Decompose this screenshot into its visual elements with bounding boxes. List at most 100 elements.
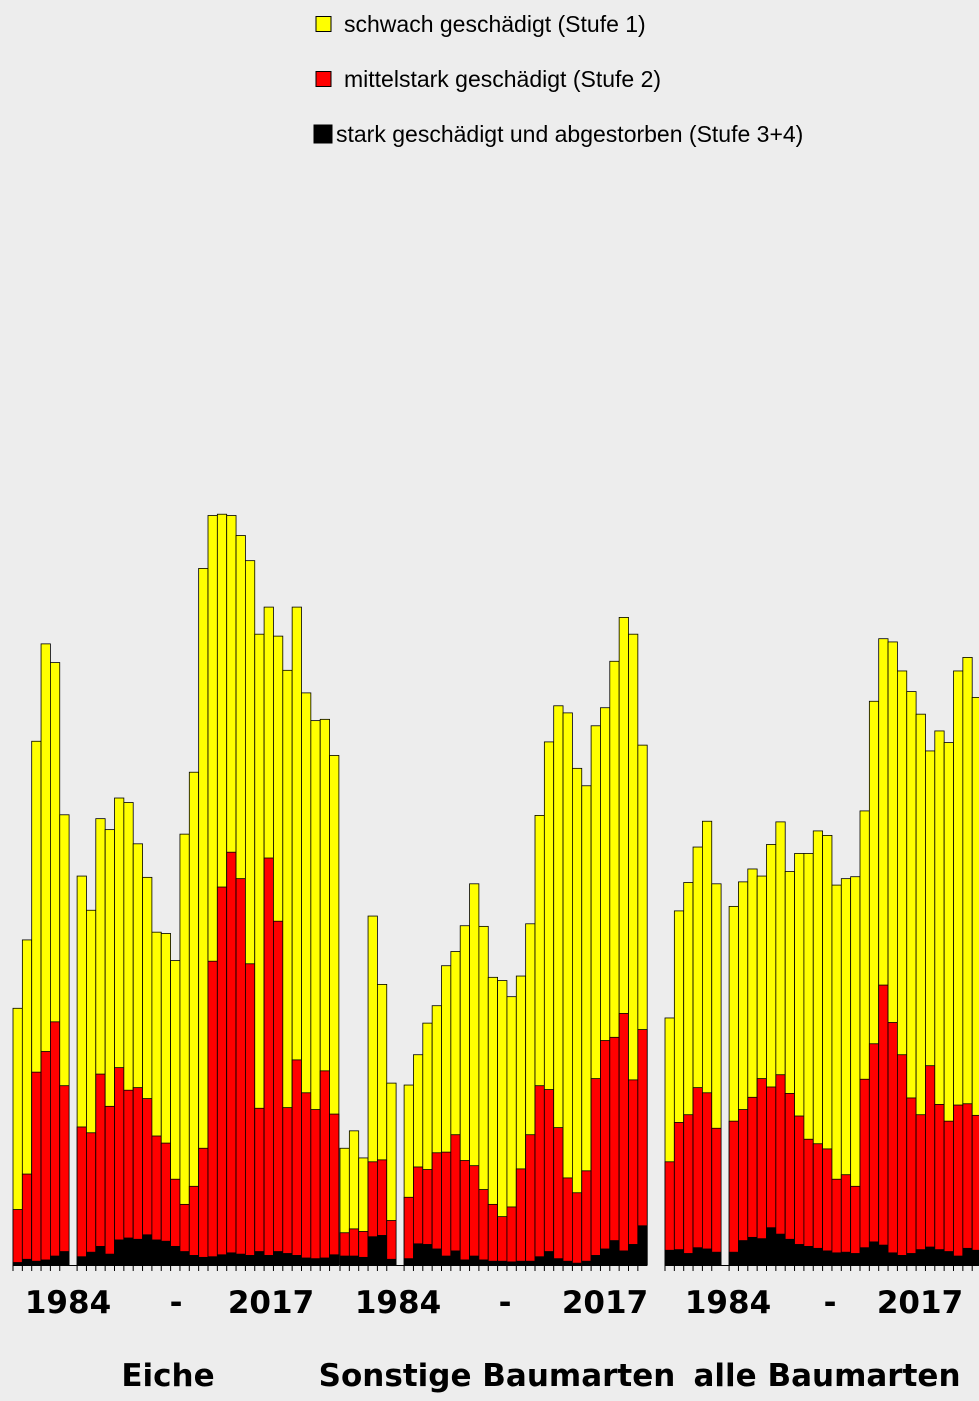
bar-stufe2-2-0-4	[702, 1092, 713, 1266]
bar-stufe2-2-1-23	[943, 1120, 954, 1266]
bar-stufe34-2-1-20	[915, 1249, 926, 1266]
legend-label-3: stark geschädigt und abgestorben (Stufe …	[336, 121, 803, 147]
bar-stufe2-1-1-13	[525, 1134, 536, 1266]
bar-stufe34-0-1-18	[245, 1255, 256, 1266]
bar-stufe34-0-1-22	[282, 1253, 293, 1266]
bar-stufe34-0-0-3	[40, 1259, 51, 1266]
legend-swatch-2	[315, 71, 332, 87]
bar-stufe2-0-1-27	[329, 1113, 340, 1266]
bar-stufe2-0-1-22	[282, 1107, 293, 1266]
bar-stufe2-2-1-25	[962, 1103, 973, 1266]
bar-stufe34-1-1-15	[544, 1251, 554, 1266]
bar-stufe2-1-1-23	[618, 1013, 629, 1266]
legend-label-1: schwach geschädigt (Stufe 1)	[344, 11, 646, 37]
bar-stufe34-0-1-5	[123, 1237, 134, 1266]
tick-label-1-3: 2017	[228, 1285, 314, 1321]
bar-stufe34-2-1-9	[812, 1247, 823, 1266]
legend-swatch-3	[313, 124, 333, 144]
bar-stufe2-0-1-18	[244, 963, 256, 1266]
bar-stufe34-0-1-21	[273, 1251, 284, 1266]
bar-stufe2-1-1-10	[497, 1216, 508, 1266]
bar-stufe34-1-1-20	[590, 1255, 601, 1266]
bar-stufe1-0-1-11	[179, 833, 190, 1266]
axis-labels: 1984 - 2017 Eiche 1984 - 2017 Sonstige Baumarte…	[25, 1285, 963, 1394]
bar-stufe2-2-1-18	[897, 1054, 908, 1266]
bar-stufe34-1-1-4	[441, 1255, 452, 1266]
bar-stufe34-2-1-17	[887, 1252, 898, 1266]
bar-stufe2-1-1-24	[628, 1079, 639, 1266]
bar-stufe34-0-1-13	[198, 1256, 209, 1266]
bar-stufe34-1-1-18	[572, 1262, 583, 1266]
bar-stufe2-0-1-16	[226, 851, 237, 1266]
bar-stufe34-1-1-14	[534, 1256, 545, 1266]
bar-stufe34-1-1-5	[450, 1250, 461, 1266]
bar-stufe34-1-1-7	[469, 1255, 480, 1266]
bar-stufe2-2-1-19	[906, 1097, 917, 1266]
bar-stufe34-0-0-0	[12, 1262, 23, 1266]
bar-stufe34-2-1-1	[738, 1240, 749, 1266]
bar-stufe2-0-1-13	[198, 1147, 209, 1266]
bar-stufe34-2-1-18	[897, 1255, 908, 1266]
bar-stufe34-2-1-13	[850, 1253, 861, 1266]
bar-stufe34-0-1-27	[329, 1254, 340, 1266]
bar-stufe34-0-1-10	[170, 1245, 181, 1266]
legend-swatch-1	[315, 16, 332, 32]
bar-stufe2-2-1-11	[831, 1178, 842, 1266]
bar-stufe2-1-1-19	[581, 1170, 592, 1266]
bar-stufe34-0-0-4	[50, 1255, 61, 1266]
bar-stufe34-1-1-21	[600, 1248, 611, 1266]
bar-stufe34-2-1-2	[747, 1236, 758, 1266]
bar-stufe34-0-1-17	[235, 1253, 246, 1266]
bar-stufe2-2-1-10	[822, 1148, 833, 1266]
bar-stufe34-0-1-14	[207, 1256, 218, 1266]
bar-stufe34-0-1-24	[301, 1257, 312, 1266]
bar-stufe2-1-1-9	[487, 1203, 499, 1266]
bar-stufe34-0-1-19	[254, 1251, 265, 1266]
bar-stufe34-2-1-0	[728, 1251, 739, 1266]
bar-stufe34-1-1-19	[581, 1260, 592, 1266]
bar-stufe2-1-1-15	[543, 1089, 555, 1266]
bar-stufe34-1-0-5	[386, 1258, 397, 1266]
bar-stufe2-2-0-5	[711, 1127, 722, 1266]
bar-stufe34-2-1-6	[784, 1238, 795, 1266]
bar-stufe2-0-1-3	[104, 1105, 115, 1266]
bar-stufe2-1-1-12	[515, 1168, 527, 1266]
group-label-3: alle Baumarten	[693, 1358, 960, 1394]
bar-stufe2-1-1-20	[590, 1078, 601, 1266]
bar-stufe34-2-1-22	[934, 1249, 945, 1266]
bar-stufe34-1-1-23	[618, 1250, 629, 1266]
bar-stufe2-2-1-21	[925, 1065, 936, 1266]
bar-stufe2-0-1-4	[114, 1067, 125, 1266]
bar-stufe34-2-1-5	[775, 1233, 786, 1266]
bar-stufe34-0-1-6	[132, 1238, 143, 1266]
bar-stufe2-2-1-0	[728, 1120, 739, 1266]
bar-stufe34-2-1-15	[869, 1241, 879, 1266]
bar-stufe34-2-1-4	[766, 1227, 777, 1266]
bar-stufe2-0-0-2	[31, 1071, 42, 1266]
bar-stufe2-0-1-24	[301, 1092, 312, 1266]
bar-stufe2-1-1-22	[609, 1036, 620, 1266]
bar-stufe34-0-1-15	[217, 1254, 228, 1266]
bar-stufe2-0-1-1	[86, 1132, 97, 1266]
bar-stufe2-2-1-26	[971, 1114, 979, 1266]
bar-stufe34-1-1-8	[478, 1259, 489, 1266]
bar-stufe34-1-1-22	[609, 1240, 620, 1266]
bar-stufe34-0-1-26	[319, 1257, 330, 1266]
bar-stufe2-2-1-9	[812, 1143, 824, 1266]
bar-stufe34-2-0-1	[674, 1249, 684, 1266]
bar-stufe34-1-1-2	[422, 1244, 433, 1266]
bar-stufe34-0-1-1	[86, 1251, 97, 1266]
bar-stufe34-0-1-12	[189, 1255, 199, 1266]
bar-stufe34-2-0-0	[664, 1249, 675, 1266]
bar-stufe34-1-1-13	[525, 1260, 536, 1266]
bar-stufe2-1-1-4	[441, 1151, 452, 1266]
bar-stufe2-2-1-3	[756, 1078, 767, 1266]
bar-stufe2-0-0-5	[59, 1085, 70, 1266]
bar-stufe34-2-1-3	[756, 1238, 767, 1266]
bar-stufe2-1-1-21	[600, 1040, 611, 1266]
bar-stufe34-0-0-1	[22, 1258, 33, 1266]
bar-stufe2-1-1-11	[506, 1206, 517, 1266]
bar-stufe2-0-1-26	[319, 1070, 330, 1266]
group-label-1: Eiche	[121, 1358, 214, 1394]
